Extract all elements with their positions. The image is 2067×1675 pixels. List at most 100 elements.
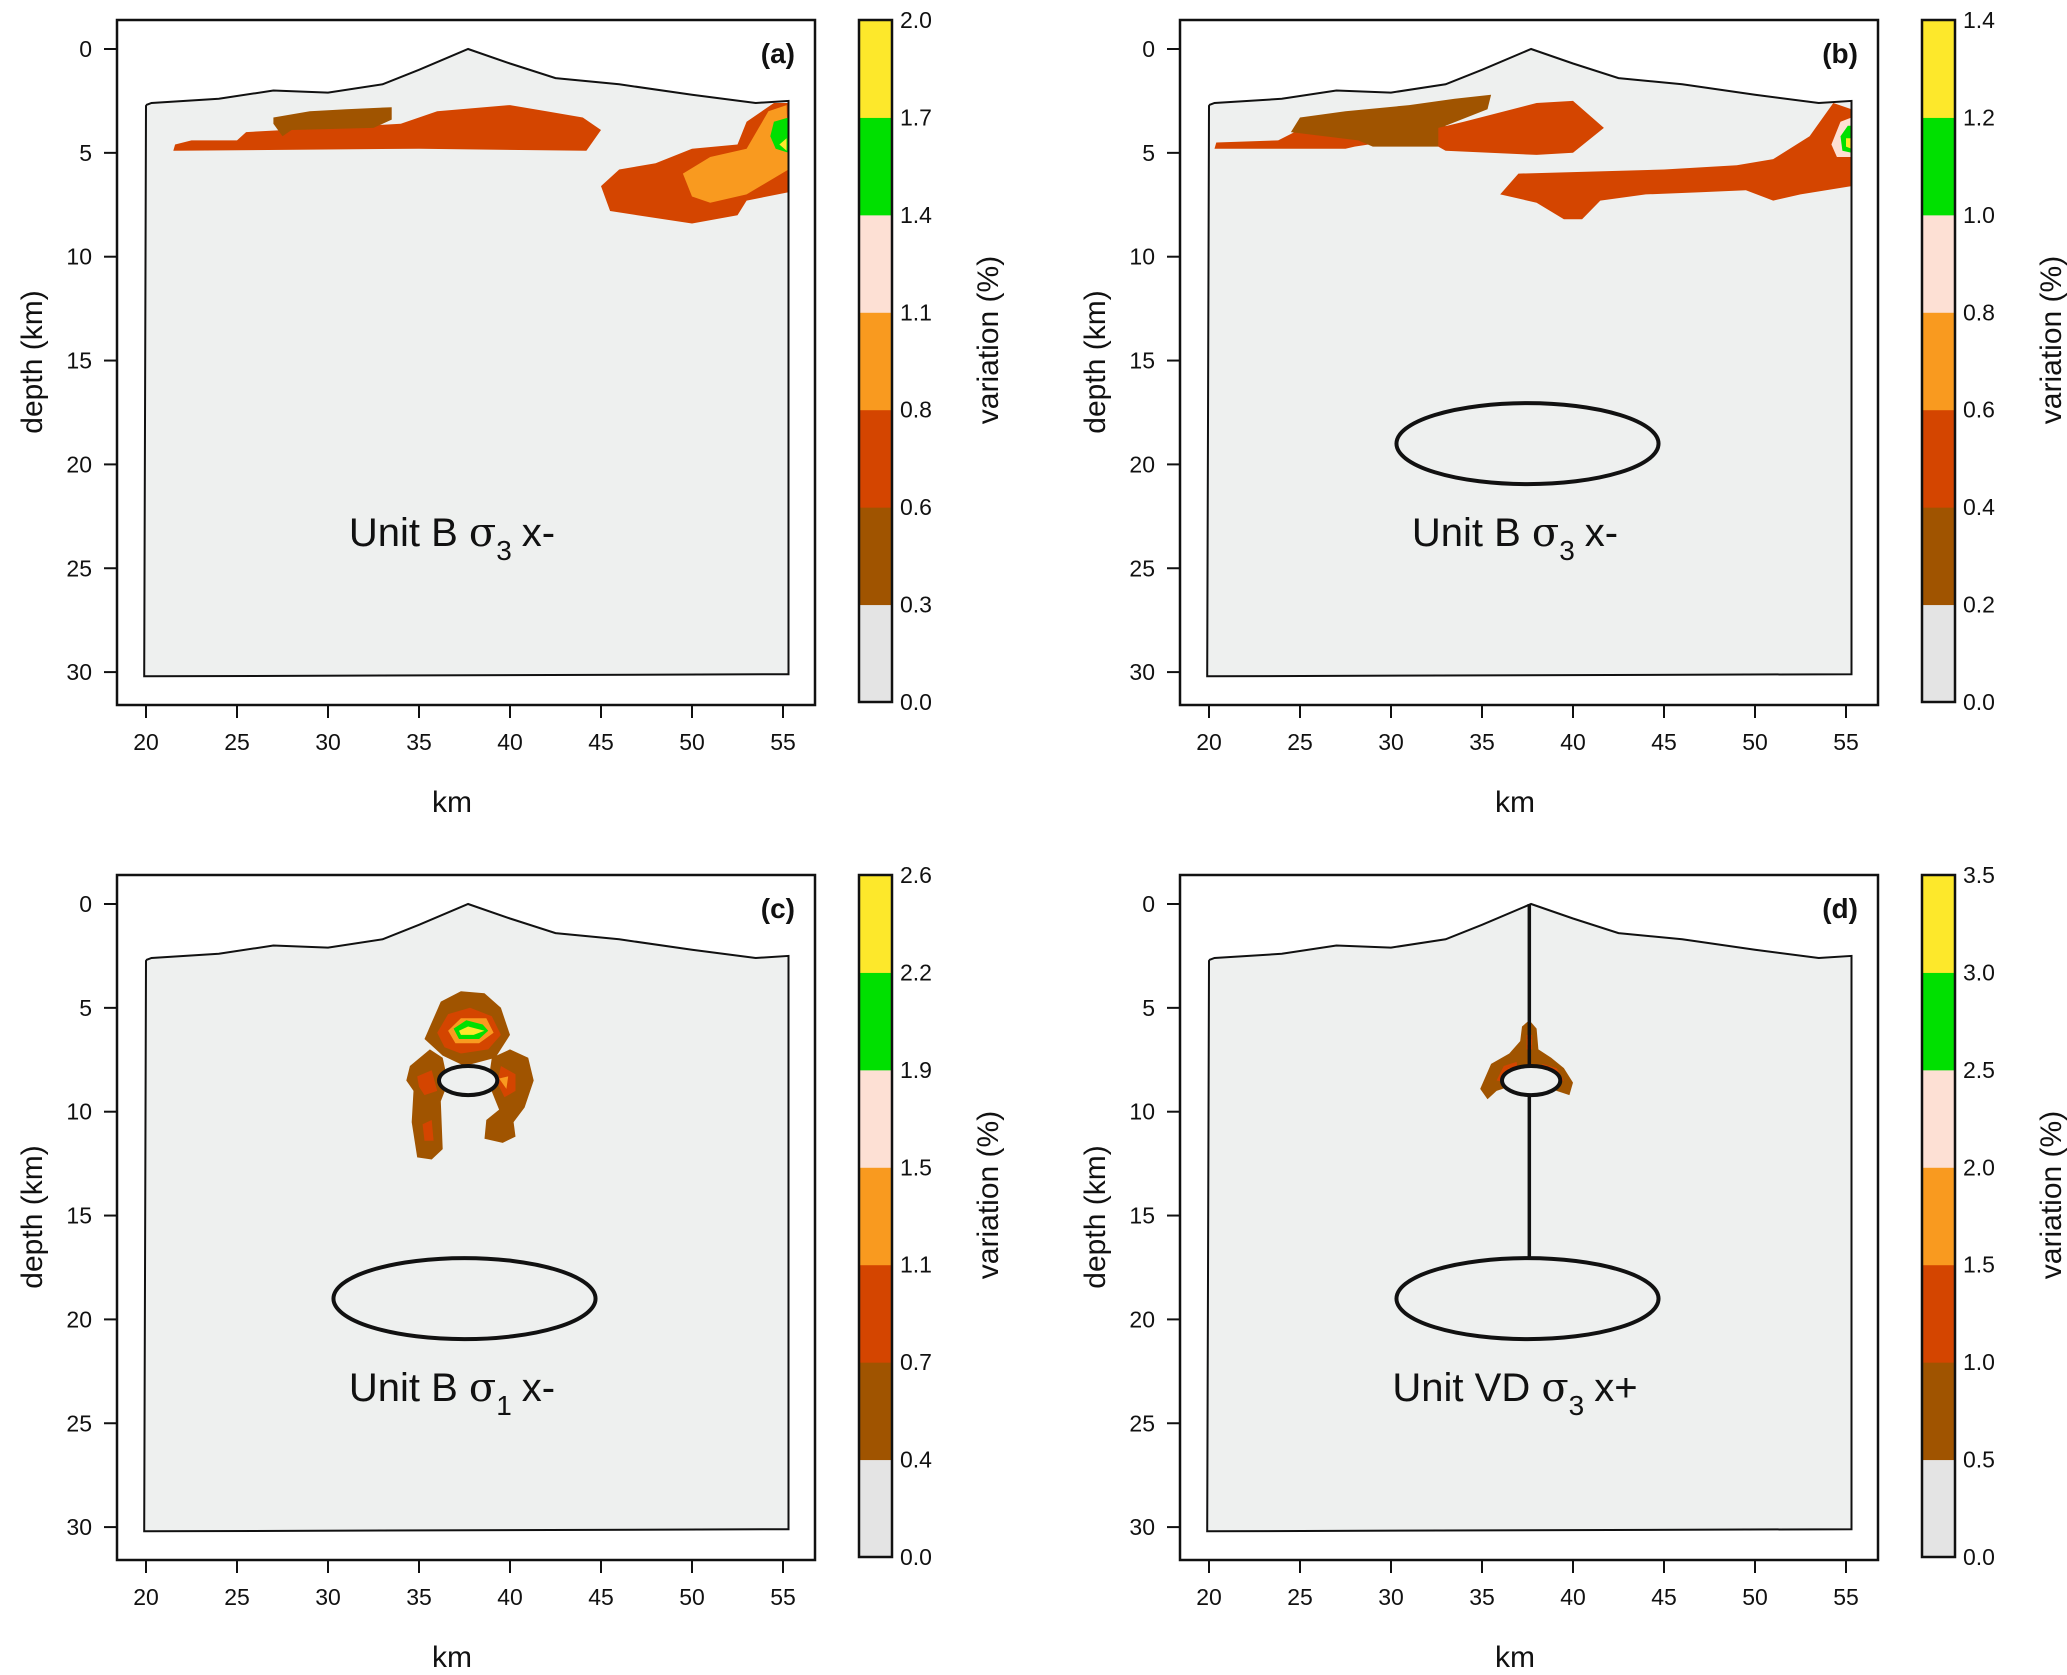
model-outline (143, 902, 790, 1533)
colorbar-tick-label: 0.2 (1963, 592, 1995, 618)
colorbar-band (1922, 1264, 1955, 1363)
colorbar-band (1922, 604, 1955, 703)
colorbar-tick-label: 1.1 (900, 299, 932, 325)
x-tick-label: 35 (406, 1584, 432, 1610)
x-tick-label: 20 (1196, 729, 1222, 755)
contour-region-level-1 (406, 1049, 449, 1160)
colorbar-band (1922, 1459, 1955, 1558)
panel-letter: (b) (1822, 38, 1858, 69)
unit-label: Unit VD σ3 x+ (1392, 1365, 1637, 1421)
y-tick-label: 15 (66, 1203, 92, 1229)
colorbar-tick-label: 1.4 (1963, 7, 1995, 33)
y-tick-label: 30 (66, 659, 92, 685)
y-tick-label: 5 (79, 140, 92, 166)
contour-region-level-2 (1438, 100, 1604, 155)
colorbar-tick-label: 2.5 (1963, 1057, 1995, 1083)
colorbar-band (859, 1459, 892, 1558)
model-domain (1207, 49, 1852, 677)
x-tick-label: 45 (1651, 1584, 1677, 1610)
x-axis-label: km (432, 786, 472, 819)
x-tick-label: 50 (1742, 1584, 1768, 1610)
x-tick-label: 40 (497, 1584, 523, 1610)
colorbar-band (859, 312, 892, 411)
x-axis-label: km (1495, 1641, 1535, 1674)
y-tick-label: 5 (1142, 140, 1155, 166)
y-tick-label: 20 (1129, 1306, 1155, 1332)
contour-region-level-2 (417, 1070, 438, 1096)
direction-label: x- (522, 511, 555, 555)
contour-region-level-6 (459, 1026, 485, 1035)
x-tick-label: 50 (679, 1584, 705, 1610)
magma-chamber-ellipse (1394, 1256, 1661, 1342)
colorbar-tick-label: 1.5 (1963, 1252, 1995, 1278)
colorbar-frame (1920, 873, 1957, 1559)
unit-name: Unit B (349, 1366, 469, 1410)
colorbar-tick-label: 1.4 (900, 202, 932, 228)
x-tick-label: 40 (1560, 1584, 1586, 1610)
unit-label: Unit B σ1 x- (349, 1365, 555, 1421)
colorbar-tick-label: 1.5 (900, 1154, 932, 1180)
y-tick-label: 10 (1129, 1099, 1155, 1125)
unit-name: Unit B (1412, 511, 1532, 555)
y-axis-label: depth (km) (16, 290, 49, 433)
panel-letter: (a) (761, 38, 795, 69)
y-tick-label: 30 (1129, 1514, 1155, 1540)
colorbar-tick-label: 1.0 (1963, 1349, 1995, 1375)
panel-letter: (c) (761, 893, 795, 924)
y-tick-label: 0 (79, 36, 92, 62)
colorbar-band (1922, 409, 1955, 508)
contour-region-level-3 (499, 1076, 509, 1089)
colorbar-tick-label: 0.8 (900, 397, 932, 423)
contour-region-level-6 (1846, 138, 1852, 149)
colorbar-band (1922, 214, 1955, 313)
sigma-subscript: 3 (496, 535, 512, 566)
x-tick-label: 40 (1560, 729, 1586, 755)
x-tick-label: 30 (1378, 1584, 1404, 1610)
y-axis-label: depth (km) (16, 1145, 49, 1288)
sigma-subscript: 1 (496, 1390, 512, 1421)
sigma-symbol: σ (1532, 510, 1559, 556)
colorbar-label: variation (%) (972, 1111, 1005, 1279)
x-tick-label: 55 (1833, 729, 1859, 755)
x-tick-label: 45 (588, 1584, 614, 1610)
panel-d: (d) Unit VD σ3 x+ 0 5 10 15 20 25 30 20 25 30 35 40 45 5… (1079, 862, 2067, 1674)
x-tick-label: 30 (1378, 729, 1404, 755)
shallow-reservoir-ellipse (437, 1064, 500, 1098)
x-tick-label: 25 (1287, 1584, 1313, 1610)
unit-label: Unit B σ3 x- (1412, 510, 1618, 566)
y-tick-label: 5 (1142, 995, 1155, 1021)
colorbar-band (859, 1167, 892, 1266)
panel-b: (b) Unit B σ3 x- 0 5 10 15 20 25 30 20 25 30 35 40 45 50… (1079, 7, 2067, 819)
colorbar-tick-label: 0.7 (900, 1349, 932, 1375)
colorbar-label: variation (%) (972, 256, 1005, 424)
colorbar-tick-label: 1.0 (1963, 202, 1995, 228)
colorbar-tick-label: 1.9 (900, 1057, 932, 1083)
x-axis-label: km (432, 1641, 472, 1674)
colorbar-band (859, 20, 892, 118)
colorbar-frame (857, 18, 894, 704)
x-tick-label: 45 (1651, 729, 1677, 755)
x-tick-label: 35 (406, 729, 432, 755)
x-tick-label: 20 (1196, 1584, 1222, 1610)
x-tick-label: 20 (133, 729, 159, 755)
magma-chamber-ellipse (1394, 401, 1661, 487)
shallow-reservoir-ellipse (1500, 1064, 1563, 1098)
x-tick-label: 25 (1287, 729, 1313, 755)
x-tick-label: 25 (224, 1584, 250, 1610)
colorbar-tick-label: 0.0 (900, 689, 932, 715)
sigma-subscript: 3 (1569, 1390, 1585, 1421)
colorbar-band (1922, 20, 1955, 118)
colorbar-tick-label: 0.0 (1963, 1544, 1995, 1570)
x-axis-label: km (1495, 786, 1535, 819)
colorbar-tick-label: 0.0 (1963, 689, 1995, 715)
x-tick-label: 25 (224, 729, 250, 755)
contour-region-level-2 (422, 1120, 434, 1141)
contour-region-level-1 (484, 1049, 534, 1143)
colorbar-tick-label: 2.0 (900, 7, 932, 33)
model-outline (1206, 47, 1853, 678)
sigma-symbol: σ (1541, 1365, 1568, 1411)
unit-name: Unit B (349, 511, 469, 555)
colorbar-band (1922, 972, 1955, 1071)
colorbar-band (859, 117, 892, 216)
y-tick-label: 25 (1129, 1410, 1155, 1436)
